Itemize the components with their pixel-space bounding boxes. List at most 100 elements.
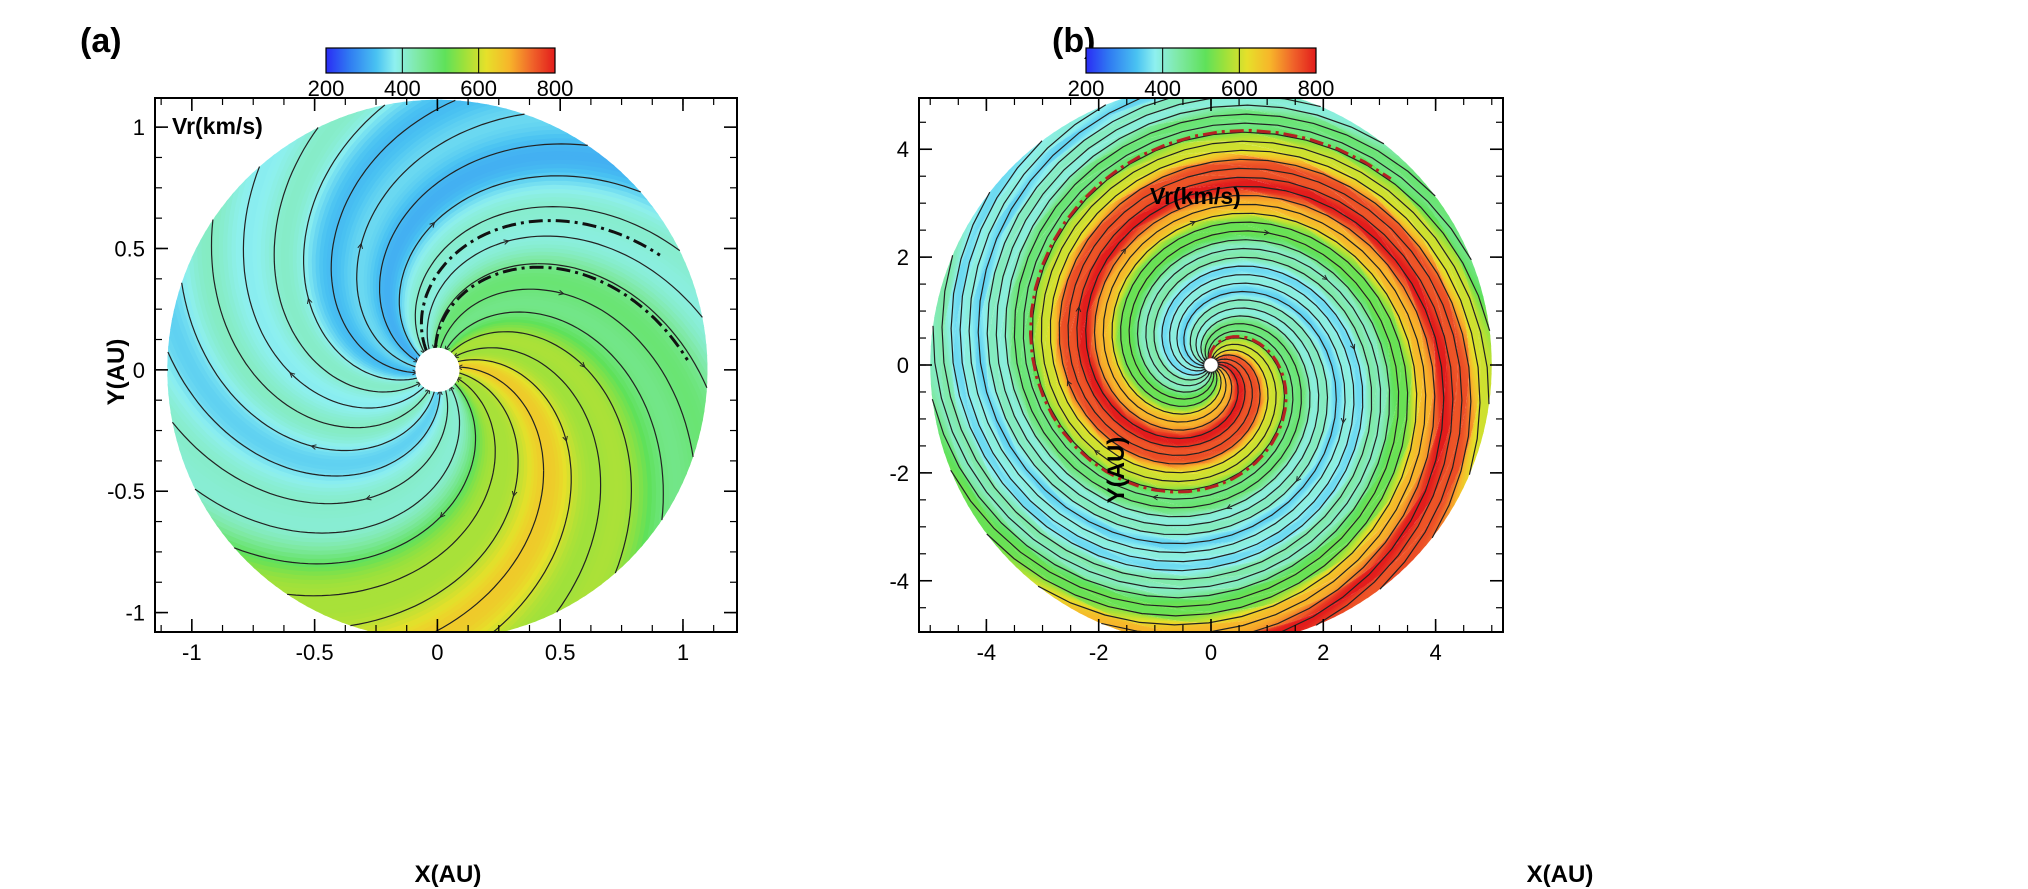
field-line — [471, 205, 681, 252]
field-line — [506, 235, 703, 318]
field-line — [1189, 299, 1329, 480]
field-line — [330, 99, 456, 270]
field-line — [941, 255, 1373, 581]
colorbar-tick-label: 600 — [1221, 76, 1258, 101]
field-line — [1031, 131, 1491, 479]
colorbar-tick-label: 400 — [384, 76, 421, 101]
field-line — [1085, 276, 1239, 440]
speed-wedge — [187, 255, 433, 445]
panel-b-y-axis-title: Y(AU) — [1103, 437, 1130, 504]
field-line — [1077, 309, 1246, 448]
field-line — [537, 263, 708, 389]
panel-a-colorbar: 200 400 600 800 — [308, 47, 573, 101]
field-line — [368, 390, 449, 498]
field-line — [950, 191, 1364, 572]
panel-a-inner-boundary — [415, 347, 460, 392]
field-line — [968, 104, 1344, 554]
speed-wedge — [322, 374, 513, 620]
y-tick-label: -2 — [889, 461, 909, 486]
field-line — [457, 359, 566, 440]
field-line — [395, 143, 588, 231]
y-tick-label: 0 — [133, 358, 145, 383]
y-tick-label: 1 — [133, 115, 145, 140]
panel-a-variable-label: Vr(km/s) — [172, 113, 263, 139]
speed-wedge — [451, 333, 628, 586]
speed-wedge — [427, 235, 705, 350]
speed-wedge — [215, 384, 472, 557]
panel-a: (a) 200 400 600 800 -1 -0.5 0 0.5 1-1-0.500.51 … — [80, 22, 738, 888]
x-tick-label: 4 — [1429, 640, 1441, 665]
field-line — [1004, 104, 1385, 518]
colorbar-tick-label: 800 — [1298, 76, 1335, 101]
field-line — [1153, 256, 1345, 381]
x-tick-label: -0.5 — [296, 640, 334, 665]
panel-a-speed-field — [167, 99, 708, 632]
panel-b-field-lines — [931, 98, 1491, 632]
field-line — [210, 219, 298, 413]
y-tick-label: -4 — [889, 569, 909, 594]
field-line — [294, 335, 420, 393]
field-line — [1093, 250, 1233, 431]
field-line — [1067, 167, 1463, 590]
field-line — [1037, 212, 1418, 626]
speed-wedge — [195, 238, 432, 439]
panel-b-inner-boundary — [1204, 358, 1218, 372]
field-line — [1155, 330, 1294, 499]
field-line — [273, 127, 319, 337]
field-line — [1128, 231, 1267, 400]
field-line — [442, 383, 477, 516]
speed-wedge — [440, 288, 694, 468]
speed-wedge — [441, 292, 691, 476]
field-line — [1101, 203, 1427, 632]
speed-wedge — [169, 390, 447, 501]
field-line — [1136, 239, 1300, 393]
panel-b-colorbar: 200 400 600 800 — [1068, 47, 1335, 101]
field-line — [1122, 337, 1286, 491]
field-line — [1096, 343, 1277, 483]
field-line — [1190, 323, 1302, 508]
speed-wedge — [365, 124, 561, 365]
speed-wedge — [458, 360, 568, 632]
field-line — [959, 140, 1355, 563]
field-line — [932, 278, 1382, 590]
speed-wedge — [1095, 203, 1424, 632]
x-tick-label: -4 — [977, 640, 997, 665]
panel-b-current-sheet — [1028, 128, 1392, 494]
current-sheet-line — [434, 265, 689, 361]
field-line — [1058, 158, 1472, 539]
speed-wedge — [428, 239, 706, 350]
speed-wedge — [368, 128, 569, 364]
field-line — [1111, 222, 1222, 415]
field-line — [171, 421, 369, 505]
panel-a-plot — [167, 99, 708, 632]
x-tick-label: 0.5 — [545, 640, 576, 665]
field-line — [455, 347, 581, 405]
speed-wedge — [403, 183, 659, 356]
field-line — [1183, 290, 1337, 454]
field-line — [426, 241, 507, 350]
speed-wedge — [306, 375, 506, 612]
speed-wedge — [441, 295, 687, 485]
field-line — [1040, 140, 1490, 452]
speed-wedge — [362, 120, 552, 366]
colorbar-tick-label: 200 — [1068, 76, 1105, 101]
field-line — [379, 229, 418, 361]
speed-wedge — [998, 98, 1327, 527]
field-line — [1200, 315, 1311, 508]
plot-frame — [154, 97, 738, 633]
speed-wedge — [359, 116, 544, 367]
field-line — [1169, 274, 1354, 386]
field-line — [303, 104, 386, 301]
field-line — [287, 509, 480, 597]
field-line — [1078, 176, 1454, 626]
speed-wedge — [458, 362, 565, 632]
field-line — [1049, 149, 1481, 475]
speed-wedge — [401, 179, 654, 356]
field-line — [577, 327, 664, 521]
field-line — [459, 367, 545, 471]
field-line — [1022, 122, 1472, 498]
field-line — [360, 113, 525, 246]
field-line — [439, 288, 562, 349]
y-tick-label: 2 — [897, 245, 909, 270]
